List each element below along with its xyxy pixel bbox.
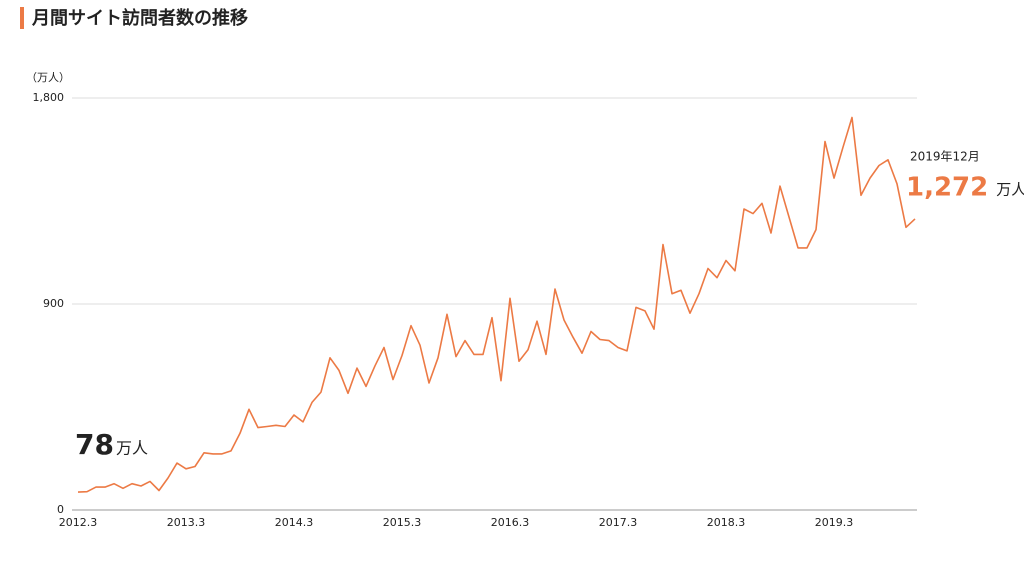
end-date-label: 2019年12月 bbox=[910, 150, 980, 164]
x-tick-label: 2012.3 bbox=[59, 516, 98, 529]
x-tick-label: 2019.3 bbox=[815, 516, 854, 529]
x-tick-label: 2013.3 bbox=[167, 516, 206, 529]
y-tick-label: 900 bbox=[43, 297, 64, 310]
x-tick-label: 2014.3 bbox=[275, 516, 314, 529]
y-unit-label: （万人） bbox=[26, 71, 70, 84]
y-tick-label: 0 bbox=[57, 503, 64, 516]
title-marker bbox=[20, 7, 24, 29]
x-tick-label: 2018.3 bbox=[707, 516, 746, 529]
end-unit-label: 万人 bbox=[996, 181, 1024, 199]
x-tick-label: 2017.3 bbox=[599, 516, 638, 529]
x-tick-label: 2016.3 bbox=[491, 516, 530, 529]
end-value-label: 1,272 bbox=[906, 173, 988, 203]
x-tick-label: 2015.3 bbox=[383, 516, 422, 529]
start-value-label: 78 bbox=[75, 428, 114, 461]
chart-title: 月間サイト訪問者数の推移 bbox=[31, 7, 248, 29]
y-tick-label: 1,800 bbox=[33, 91, 65, 104]
line bbox=[77, 116, 916, 493]
start-unit-label: 万人 bbox=[116, 439, 148, 458]
